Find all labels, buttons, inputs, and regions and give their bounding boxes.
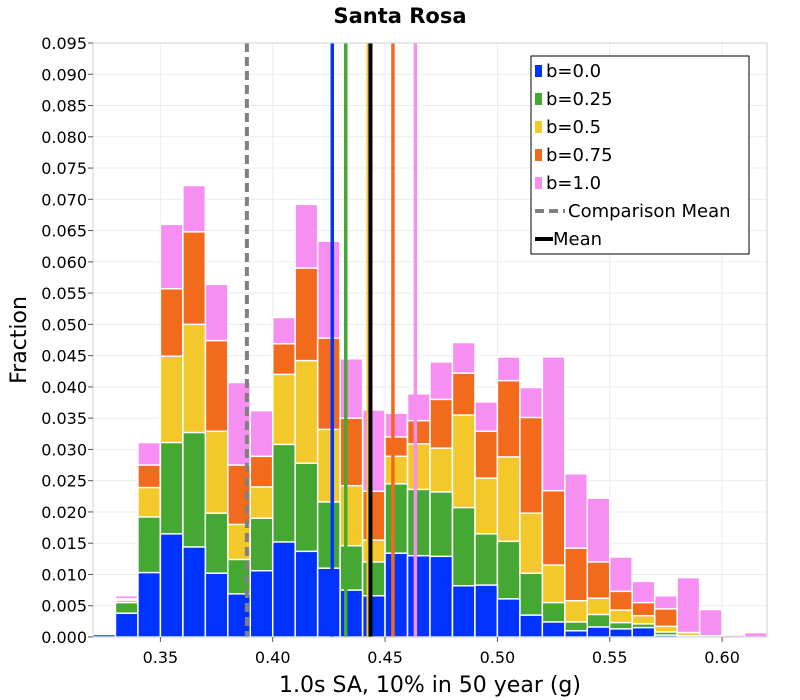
bar-b-0-0 [608, 628, 633, 638]
chart-title: Santa Rosa [333, 4, 466, 28]
bar-b-0-0 [227, 593, 252, 638]
x-tick-label: 0.45 [367, 648, 403, 667]
y-tick-label: 0.035 [41, 409, 87, 428]
y-tick-label: 0.025 [41, 472, 87, 491]
bar-b-0-0 [316, 567, 341, 638]
bar-b-0-0 [496, 598, 521, 638]
bar-b-0-0 [159, 533, 184, 638]
x-axis: 0.35 0.40 0.45 0.50 0.55 0.60 [143, 637, 740, 667]
y-tick-label: 0.075 [41, 159, 87, 178]
legend-label: b=0.5 [546, 117, 601, 138]
x-tick-label: 0.50 [480, 648, 516, 667]
x-tick-label: 0.55 [592, 648, 628, 667]
y-tick-label: 0.090 [41, 65, 87, 84]
bar-b-0-0 [586, 626, 611, 638]
legend-swatch [535, 177, 542, 189]
legend-swatch [535, 93, 542, 105]
legend-label: b=0.0 [546, 61, 601, 82]
y-tick-label: 0.030 [41, 440, 87, 459]
y-tick-label: 0.005 [41, 597, 87, 616]
legend-label: b=1.0 [546, 173, 601, 194]
bar-b-0-0 [564, 629, 589, 638]
legend-item: b=0.25 [535, 89, 613, 110]
bar-b-0-0 [631, 626, 656, 638]
legend-label: Mean [553, 229, 602, 250]
bar-b-0-0 [249, 569, 274, 638]
bar-b-0-0 [114, 612, 139, 638]
bars [92, 184, 768, 638]
y-tick-label: 0.080 [41, 128, 87, 147]
legend-item: b=0.75 [535, 145, 613, 166]
bar-b-0-0 [294, 550, 319, 638]
bar-b-0-0 [361, 594, 386, 638]
legend-box [530, 55, 750, 255]
y-tick-label: 0.060 [41, 253, 87, 272]
x-tick-label: 0.40 [255, 648, 291, 667]
bar-b-1-0 [676, 576, 701, 638]
y-tick-label: 0.020 [41, 503, 87, 522]
x-tick-label: 0.60 [704, 648, 740, 667]
legend: b=0.0 b=0.25 b=0.5 b=0.75 b=1.0 Comparison Me… [530, 55, 750, 255]
bar-b-0-0 [137, 571, 162, 638]
bar-b-0-0 [519, 614, 544, 638]
legend-item: b=0.5 [535, 117, 601, 138]
y-tick-label: 0.055 [41, 284, 87, 303]
legend-label: b=0.75 [546, 145, 613, 166]
y-tick-label: 0.010 [41, 565, 87, 584]
y-tick-label: 0.050 [41, 315, 87, 334]
mean-lines [244, 43, 418, 637]
bar-b-1-0 [698, 608, 723, 638]
bar-b-0-0 [182, 546, 207, 638]
legend-swatch [535, 65, 542, 77]
x-tick-label: 0.35 [143, 648, 179, 667]
y-axis: 0.000 0.005 0.010 0.015 0.020 0.025 0.030 0.035… [41, 34, 93, 647]
bar-b-0-0 [451, 584, 476, 638]
x-axis-label: 1.0s SA, 10% in 50 year (g) [279, 673, 581, 698]
legend-item: Mean [535, 229, 602, 250]
y-tick-label: 0.085 [41, 97, 87, 116]
bar-b-0-0 [271, 541, 296, 638]
legend-label: b=0.25 [546, 89, 613, 110]
bar-b-0-0 [204, 572, 229, 638]
y-axis-label: Fraction [7, 296, 32, 384]
bar-b-0-0 [406, 554, 431, 638]
legend-swatch [535, 149, 542, 161]
bar-b-0-0 [429, 555, 454, 638]
bar-b-0-0 [541, 621, 566, 638]
bar-b-0-0 [474, 584, 499, 638]
y-tick-label: 0.070 [41, 190, 87, 209]
bar-b-1-0 [743, 631, 768, 638]
legend-label: Comparison Mean [568, 201, 731, 222]
y-tick-label: 0.045 [41, 347, 87, 366]
legend-item: b=0.0 [535, 61, 601, 82]
bar-b-0-0 [384, 552, 409, 638]
y-tick-label: 0.040 [41, 378, 87, 397]
legend-swatch [535, 121, 542, 133]
y-tick-label: 0.000 [41, 628, 87, 647]
legend-item: b=1.0 [535, 173, 601, 194]
bar-b-0-0 [339, 589, 364, 638]
plot-frame [92, 42, 768, 638]
legend-item: Comparison Mean [535, 201, 731, 222]
y-tick-label: 0.065 [41, 222, 87, 241]
y-tick-label: 0.015 [41, 534, 87, 553]
y-tick-label: 0.095 [41, 34, 87, 53]
